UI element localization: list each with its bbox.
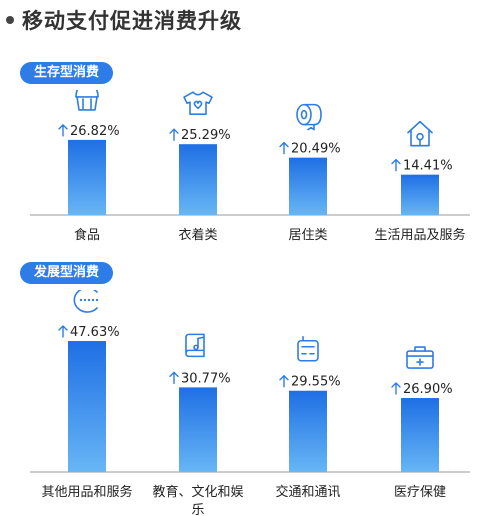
category-label-3: 生活用品及服务 bbox=[374, 227, 465, 243]
value-label-1: 25.29% bbox=[181, 128, 231, 143]
category-label-0: 食品 bbox=[74, 227, 100, 243]
section-title-development: 发展型消费 bbox=[20, 262, 114, 284]
value-label-2: 29.55% bbox=[291, 375, 341, 390]
value-label-group-0: 26.82% bbox=[58, 124, 120, 139]
dots-ellipsis-icon bbox=[73, 290, 99, 313]
value-label-0: 26.82% bbox=[70, 124, 120, 139]
page-title: 移动支付促进消费升级 bbox=[22, 9, 242, 33]
category-label-1: 教育、文化和娱 bbox=[152, 484, 243, 500]
value-label-group-1: 30.77% bbox=[169, 371, 231, 386]
value-label-group-3: 14.41% bbox=[391, 158, 453, 174]
phone-device-icon bbox=[297, 335, 319, 362]
value-label-3: 14.41% bbox=[403, 159, 453, 174]
bar-3 bbox=[401, 398, 439, 472]
value-label-group-2: 29.55% bbox=[279, 375, 341, 390]
bar-3 bbox=[401, 174, 439, 215]
up-arrow-icon bbox=[279, 141, 289, 155]
bar-0 bbox=[68, 139, 106, 215]
value-label-1: 30.77% bbox=[181, 371, 231, 386]
up-arrow-icon bbox=[391, 158, 401, 172]
category-label-3: 医疗保健 bbox=[394, 485, 446, 500]
book-music-icon bbox=[185, 333, 205, 358]
house-icon bbox=[407, 120, 433, 147]
bullet-dot bbox=[6, 16, 14, 24]
page-title-row: 移动支付促进消费升级 bbox=[6, 4, 242, 36]
section-title-survival: 生存型消费 bbox=[20, 62, 114, 84]
category-label-2: 居住类 bbox=[288, 228, 327, 243]
category-label-1-line2: 乐 bbox=[191, 503, 204, 516]
survival-consumption-chart: 26.82% 食品 25.29% 衣着类 20.49% 居住类 14.41% 生活用品及服务 bbox=[30, 90, 470, 243]
medical-kit-icon bbox=[406, 346, 434, 369]
value-label-0: 47.63% bbox=[70, 325, 120, 340]
bar-2 bbox=[289, 157, 327, 215]
up-arrow-icon bbox=[58, 325, 68, 338]
value-label-group-1: 25.29% bbox=[169, 128, 231, 143]
category-label-2: 交通和通讯 bbox=[275, 484, 340, 500]
bar-1 bbox=[179, 144, 217, 215]
toilet-paper-icon bbox=[296, 103, 322, 131]
tshirt-icon bbox=[183, 91, 213, 115]
up-arrow-icon bbox=[169, 371, 179, 385]
bar-0 bbox=[68, 341, 106, 472]
up-arrow-icon bbox=[279, 375, 289, 388]
value-label-2: 20.49% bbox=[291, 142, 341, 157]
category-label-0: 其他用品和服务 bbox=[41, 484, 132, 500]
category-label-1: 衣着类 bbox=[178, 227, 217, 243]
value-label-group-3: 26.90% bbox=[391, 382, 453, 397]
value-label-group-0: 47.63% bbox=[58, 325, 120, 340]
value-label-3: 26.90% bbox=[403, 382, 453, 397]
cake-icon bbox=[75, 90, 99, 111]
up-arrow-icon bbox=[58, 124, 68, 137]
value-label-group-2: 20.49% bbox=[279, 141, 341, 157]
up-arrow-icon bbox=[169, 128, 179, 141]
bar-2 bbox=[289, 390, 327, 472]
up-arrow-icon bbox=[391, 382, 401, 395]
bar-1 bbox=[179, 387, 217, 472]
